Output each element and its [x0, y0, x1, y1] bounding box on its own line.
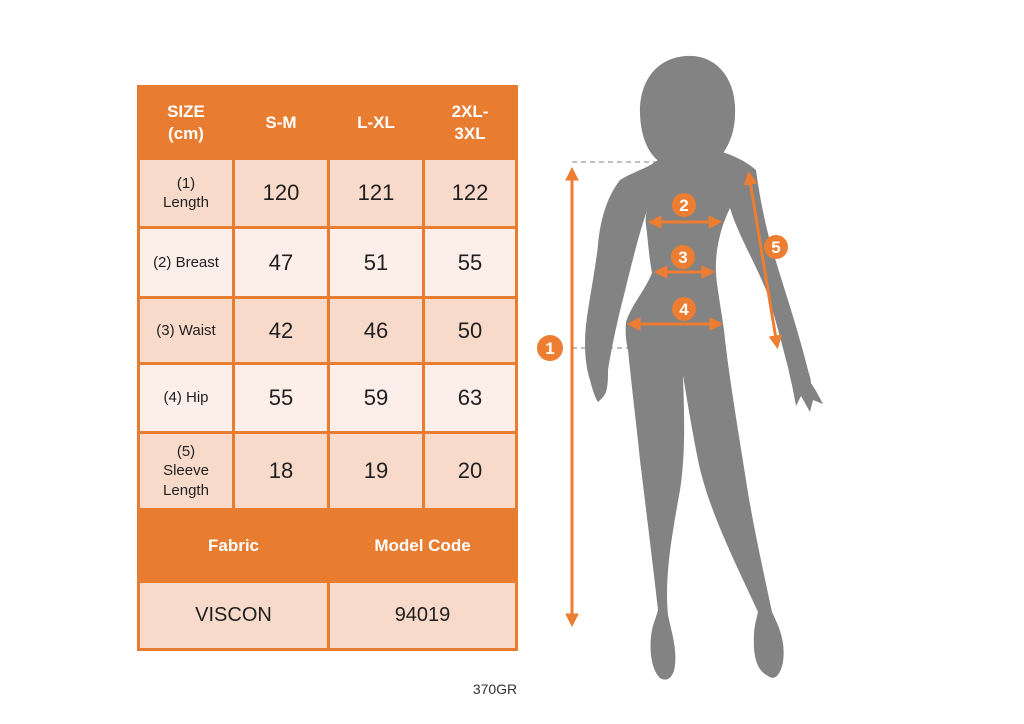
marker-number-3: 3 [678, 248, 687, 267]
row-label-waist: (3) Waist [137, 296, 235, 365]
cell-length-sm: 120 [232, 157, 330, 229]
cell-sleeve-2xl3xl: 20 [422, 431, 518, 511]
table-footer-value-row: VISCON 94019 [137, 580, 518, 651]
cell-sleeve-lxl: 19 [327, 431, 425, 511]
model-code-header: Model Code [327, 508, 518, 583]
table-footer-header-row: Fabric Model Code [137, 508, 518, 583]
col-header-l-xl: L-XL [327, 85, 425, 160]
fabric-value: VISCON [137, 580, 330, 651]
measurement-marker-badges: 1 2 3 4 5 [537, 193, 788, 361]
marker-number-2: 2 [679, 196, 688, 215]
col-header-s-m: S-M [232, 85, 330, 160]
measurement-arrows [565, 166, 783, 628]
arrow-5-sleeve [743, 170, 783, 350]
fabric-header: Fabric [137, 508, 330, 583]
body-silhouette-path [585, 148, 823, 680]
cell-length-2xl3xl: 122 [422, 157, 518, 229]
marker-circle-4 [672, 297, 696, 321]
measurement-diagram: 1 2 3 4 5 [537, 55, 823, 680]
table-row: (3) Waist 42 46 50 [137, 296, 518, 365]
cell-waist-sm: 42 [232, 296, 330, 365]
cell-breast-lxl: 51 [327, 226, 425, 299]
row-label-length: (1) Length [137, 157, 235, 229]
weight-footnote: 370GR [472, 681, 518, 697]
size-chart-table: SIZE (cm) S-M L-XL 2XL- 3XL (1) Length 1… [137, 85, 518, 651]
table-row: (5) Sleeve Length 18 19 20 [137, 431, 518, 511]
table-row: (1) Length 120 121 122 [137, 157, 518, 229]
row-label-sleeve-length: (5) Sleeve Length [137, 431, 235, 511]
cell-waist-2xl3xl: 50 [422, 296, 518, 365]
table-row: (2) Breast 47 51 55 [137, 226, 518, 299]
female-body-silhouette [585, 55, 823, 680]
col-header-size-cm: SIZE (cm) [137, 85, 235, 160]
head-hair-silhouette-path [639, 55, 736, 171]
marker-circle-2 [672, 193, 696, 217]
cell-hip-sm: 55 [232, 362, 330, 434]
cell-waist-lxl: 46 [327, 296, 425, 365]
marker-circle-1 [537, 335, 563, 361]
marker-circle-3 [671, 245, 695, 269]
row-label-breast: (2) Breast [137, 226, 235, 299]
cell-breast-2xl3xl: 55 [422, 226, 518, 299]
row-label-hip: (4) Hip [137, 362, 235, 434]
table-header-row: SIZE (cm) S-M L-XL 2XL- 3XL [137, 85, 518, 160]
marker-circle-5 [764, 235, 788, 259]
table-row: (4) Hip 55 59 63 [137, 362, 518, 434]
model-code-value: 94019 [327, 580, 518, 651]
col-header-2xl-3xl: 2XL- 3XL [422, 85, 518, 160]
cell-hip-2xl3xl: 63 [422, 362, 518, 434]
cell-hip-lxl: 59 [327, 362, 425, 434]
cell-breast-sm: 47 [232, 226, 330, 299]
marker-number-1: 1 [545, 339, 554, 358]
marker-number-5: 5 [771, 238, 780, 257]
cell-length-lxl: 121 [327, 157, 425, 229]
cell-sleeve-sm: 18 [232, 431, 330, 511]
marker-number-4: 4 [679, 300, 689, 319]
